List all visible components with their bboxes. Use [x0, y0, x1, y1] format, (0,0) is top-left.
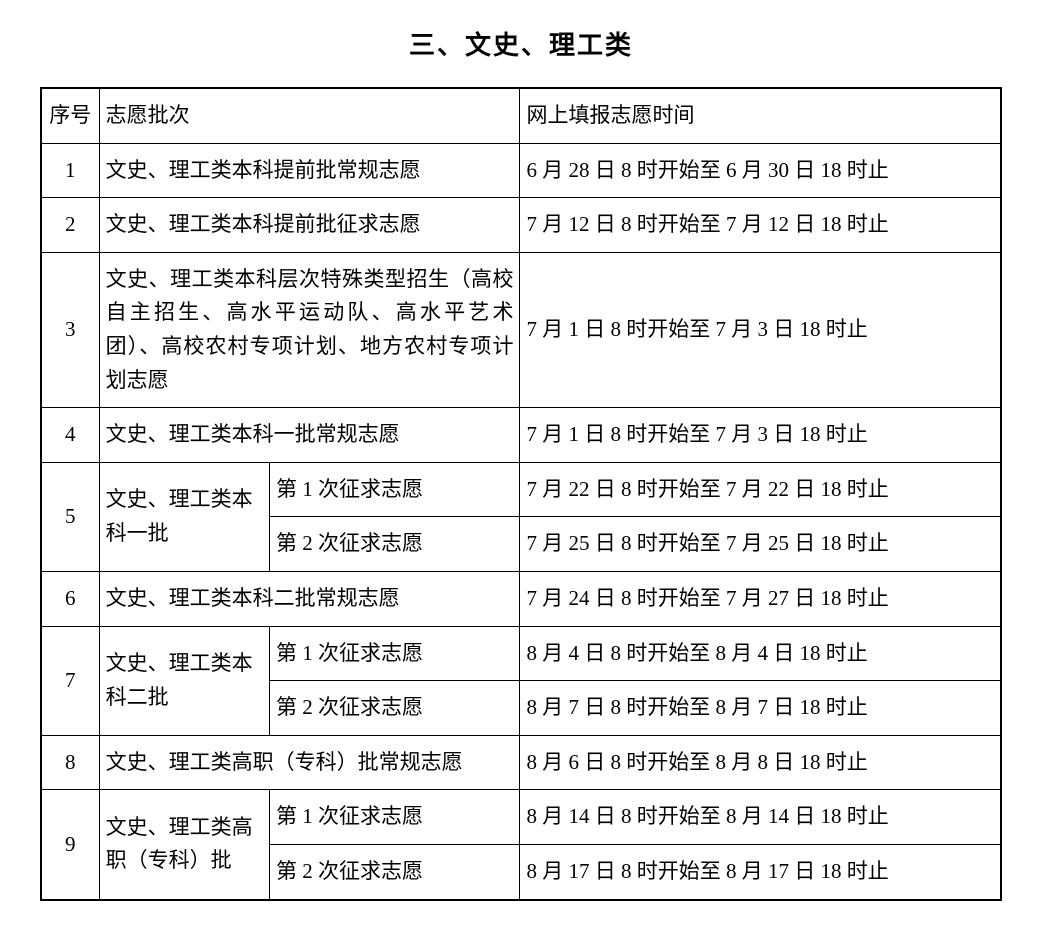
table-header-row: 序号 志愿批次 网上填报志愿时间: [41, 88, 1001, 143]
cell-seq: 2: [41, 198, 99, 253]
cell-batch-sub: 第 2 次征求志愿: [269, 681, 520, 736]
cell-batch: 文史、理工类高职（专科）批常规志愿: [99, 735, 520, 790]
table-row: 9 文史、理工类高职（专科）批 第 1 次征求志愿 8 月 14 日 8 时开始…: [41, 790, 1001, 845]
cell-time: 7 月 25 日 8 时开始至 7 月 25 日 18 时止: [520, 517, 1001, 572]
header-seq: 序号: [41, 88, 99, 143]
cell-batch: 文史、理工类本科一批常规志愿: [99, 408, 520, 463]
cell-time: 7 月 24 日 8 时开始至 7 月 27 日 18 时止: [520, 571, 1001, 626]
cell-batch-main: 文史、理工类高职（专科）批: [99, 790, 269, 900]
cell-batch-sub: 第 1 次征求志愿: [269, 462, 520, 517]
header-time: 网上填报志愿时间: [520, 88, 1001, 143]
cell-batch-sub: 第 2 次征求志愿: [269, 517, 520, 572]
cell-time: 7 月 12 日 8 时开始至 7 月 12 日 18 时止: [520, 198, 1001, 253]
table-row: 6 文史、理工类本科二批常规志愿 7 月 24 日 8 时开始至 7 月 27 …: [41, 571, 1001, 626]
cell-batch: 文史、理工类本科提前批常规志愿: [99, 143, 520, 198]
cell-seq: 5: [41, 462, 99, 571]
cell-time: 8 月 17 日 8 时开始至 8 月 17 日 18 时止: [520, 844, 1001, 899]
cell-time: 8 月 4 日 8 时开始至 8 月 4 日 18 时止: [520, 626, 1001, 681]
cell-time: 8 月 6 日 8 时开始至 8 月 8 日 18 时止: [520, 735, 1001, 790]
cell-time: 7 月 22 日 8 时开始至 7 月 22 日 18 时止: [520, 462, 1001, 517]
cell-batch-sub: 第 1 次征求志愿: [269, 626, 520, 681]
cell-batch-main: 文史、理工类本科一批: [99, 462, 269, 571]
cell-seq: 1: [41, 143, 99, 198]
cell-seq: 3: [41, 252, 99, 407]
cell-time: 8 月 14 日 8 时开始至 8 月 14 日 18 时止: [520, 790, 1001, 845]
table-row: 7 文史、理工类本科二批 第 1 次征求志愿 8 月 4 日 8 时开始至 8 …: [41, 626, 1001, 681]
cell-time: 7 月 1 日 8 时开始至 7 月 3 日 18 时止: [520, 252, 1001, 407]
cell-seq: 4: [41, 408, 99, 463]
cell-batch-sub: 第 1 次征求志愿: [269, 790, 520, 845]
cell-batch: 文史、理工类本科二批常规志愿: [99, 571, 520, 626]
table-row: 8 文史、理工类高职（专科）批常规志愿 8 月 6 日 8 时开始至 8 月 8…: [41, 735, 1001, 790]
cell-time: 8 月 7 日 8 时开始至 8 月 7 日 18 时止: [520, 681, 1001, 736]
cell-batch: 文史、理工类本科提前批征求志愿: [99, 198, 520, 253]
cell-time: 6 月 28 日 8 时开始至 6 月 30 日 18 时止: [520, 143, 1001, 198]
cell-seq: 9: [41, 790, 99, 900]
cell-time: 7 月 1 日 8 时开始至 7 月 3 日 18 时止: [520, 408, 1001, 463]
schedule-table: 序号 志愿批次 网上填报志愿时间 1 文史、理工类本科提前批常规志愿 6 月 2…: [40, 87, 1002, 901]
cell-seq: 8: [41, 735, 99, 790]
table-row: 3 文史、理工类本科层次特殊类型招生（高校自主招生、高水平运动队、高水平艺术团）…: [41, 252, 1001, 407]
table-row: 1 文史、理工类本科提前批常规志愿 6 月 28 日 8 时开始至 6 月 30…: [41, 143, 1001, 198]
cell-seq: 6: [41, 571, 99, 626]
cell-batch-main: 文史、理工类本科二批: [99, 626, 269, 735]
page-title: 三、文史、理工类: [40, 25, 1002, 62]
table-row: 5 文史、理工类本科一批 第 1 次征求志愿 7 月 22 日 8 时开始至 7…: [41, 462, 1001, 517]
cell-batch: 文史、理工类本科层次特殊类型招生（高校自主招生、高水平运动队、高水平艺术团）、高…: [99, 252, 520, 407]
cell-seq: 7: [41, 626, 99, 735]
table-row: 4 文史、理工类本科一批常规志愿 7 月 1 日 8 时开始至 7 月 3 日 …: [41, 408, 1001, 463]
table-row: 2 文史、理工类本科提前批征求志愿 7 月 12 日 8 时开始至 7 月 12…: [41, 198, 1001, 253]
header-batch: 志愿批次: [99, 88, 520, 143]
cell-batch-sub: 第 2 次征求志愿: [269, 844, 520, 899]
